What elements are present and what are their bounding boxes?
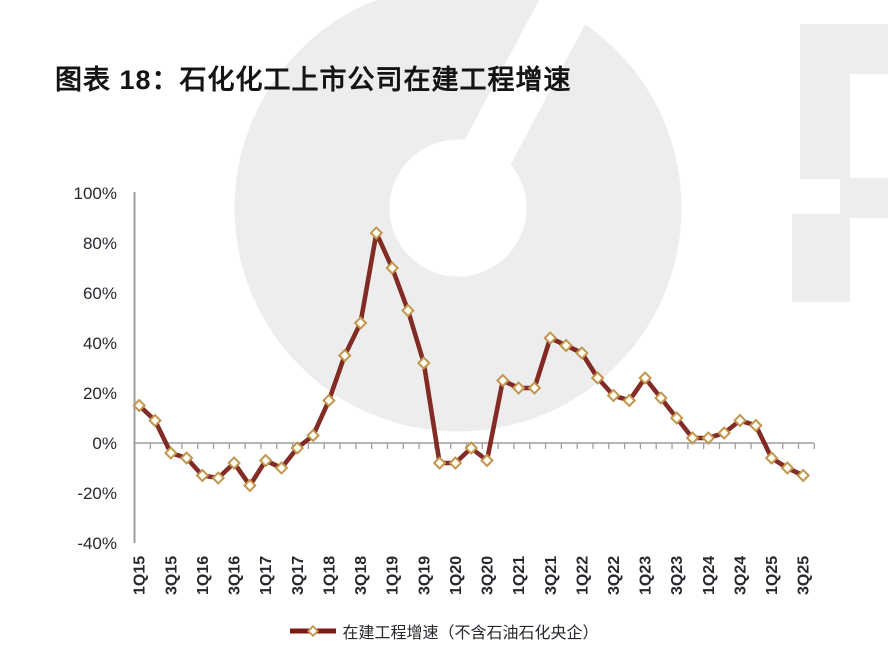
x-axis-labels: 1Q15 3Q15 1Q16 3Q16 1Q17 3Q17 1Q18 3Q18 1Q19 3Q19… <box>132 556 813 595</box>
x-tick-label: 3Q20 <box>480 556 497 595</box>
data-point-marker <box>748 418 763 433</box>
legend-label: 在建工程增速（不含石油石化央企） <box>342 625 599 642</box>
data-point-marker <box>796 468 811 483</box>
x-tick-label: 1Q24 <box>701 556 718 595</box>
data-point-marker <box>290 441 305 455</box>
data-point-marker <box>306 428 320 443</box>
x-tick-label: 1Q15 <box>132 556 149 595</box>
x-tick-label: 3Q19 <box>416 556 433 595</box>
data-point-marker <box>416 356 431 370</box>
data-point-marker <box>211 471 226 485</box>
y-tick-label: 100% <box>74 184 117 203</box>
y-tick-label: 60% <box>83 284 117 303</box>
x-tick-label: 3Q16 <box>227 556 244 595</box>
legend: 在建工程增速（不含石油石化央企） <box>0 619 888 643</box>
x-tick-label: 1Q22 <box>574 556 591 595</box>
data-point-marker <box>164 446 178 460</box>
data-point-marker <box>780 461 795 475</box>
data-point-marker <box>717 426 731 440</box>
data-point-marker <box>480 453 494 468</box>
axes <box>133 192 814 543</box>
data-point-marker <box>274 461 289 475</box>
y-tick-label: 40% <box>83 334 117 353</box>
data-point-marker <box>733 413 747 428</box>
x-tick-label: 1Q18 <box>321 556 338 595</box>
data-point-marker <box>132 398 147 413</box>
x-tick-label: 3Q18 <box>353 556 370 595</box>
legend-line-marker-icon <box>290 624 337 638</box>
x-tick-label: 1Q16 <box>195 556 212 595</box>
x-axis-ticks <box>149 443 815 449</box>
x-tick-label: 1Q19 <box>385 556 402 595</box>
y-tick-label: 80% <box>83 234 117 253</box>
x-tick-label: 3Q24 <box>732 556 749 595</box>
x-tick-label: 1Q20 <box>448 556 465 595</box>
y-tick-label: -20% <box>77 484 117 503</box>
x-tick-label: 3Q21 <box>543 556 560 595</box>
data-point-marker <box>464 441 479 455</box>
data-point-marker <box>764 451 779 465</box>
data-point-marker <box>685 431 700 445</box>
data-point-marker <box>195 468 210 483</box>
y-tick-label: 0% <box>92 434 117 453</box>
data-point-marker <box>243 478 257 493</box>
data-point-marker <box>148 413 162 428</box>
x-tick-label: 1Q21 <box>511 556 528 595</box>
data-point-marker <box>527 381 542 395</box>
data-point-marker <box>227 456 241 470</box>
x-tick-label: 3Q15 <box>163 556 180 595</box>
x-tick-label: 3Q23 <box>669 556 686 595</box>
y-tick-label: 20% <box>83 384 117 403</box>
data-point-marker <box>448 456 463 470</box>
data-point-marker <box>701 431 716 445</box>
page-title: 图表 18：石化化工上市公司在建工程增速 <box>55 65 572 95</box>
x-tick-label: 3Q25 <box>796 556 813 595</box>
x-tick-label: 1Q25 <box>764 556 781 595</box>
data-point-marker <box>258 453 273 468</box>
y-axis-labels: 100% 80% 60% 40% 20% 0% -20% -40% <box>74 184 117 553</box>
x-tick-label: 1Q17 <box>258 556 275 595</box>
x-tick-label: 3Q22 <box>606 556 623 595</box>
x-tick-label: 1Q23 <box>638 556 655 595</box>
x-tick-label: 3Q17 <box>290 556 307 595</box>
data-point-marker <box>179 451 194 465</box>
y-tick-label: -40% <box>77 534 117 553</box>
series-markers <box>132 226 811 493</box>
data-point-marker <box>432 456 447 470</box>
